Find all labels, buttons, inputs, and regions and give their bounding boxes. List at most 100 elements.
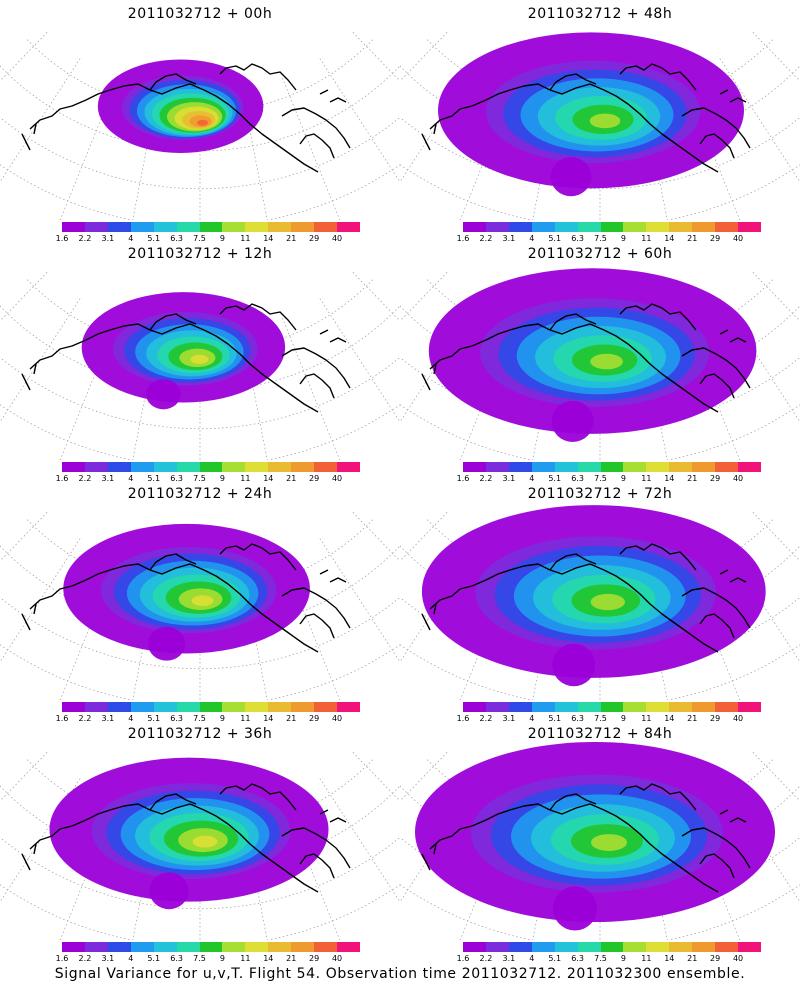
colorbar-label: 5.1 xyxy=(147,234,161,243)
colorbar-swatch xyxy=(84,222,108,232)
variance-contour xyxy=(190,354,209,364)
colorbar-label: 6.3 xyxy=(571,714,584,723)
colorbar-label: 6.3 xyxy=(170,714,183,723)
colorbar-swatch xyxy=(176,942,200,952)
colorbar-label: 3.1 xyxy=(101,234,115,243)
colorbar-swatch xyxy=(199,942,223,952)
map-panel: 2011032712 + 72h 1.6 2.2 3.1 4 5.1 6.3 7.5 9 11 14… xyxy=(400,480,800,723)
colorbar-label: 1.6 xyxy=(55,474,69,483)
coastline xyxy=(699,613,735,639)
colorbar-labels: 1.6 2.2 3.1 4 5.1 6.3 7.5 9 11 14 21 29 40 xyxy=(457,714,761,724)
colorbar-swatch xyxy=(84,702,108,712)
coastline xyxy=(699,373,735,399)
colorbar-label: 11 xyxy=(240,234,251,243)
colorbar-label: 7.5 xyxy=(193,714,206,723)
coastline xyxy=(619,543,697,571)
colorbar-label: 40 xyxy=(732,474,744,483)
variance-contour xyxy=(192,835,218,848)
colorbar-label: 2.2 xyxy=(78,714,92,723)
colorbar-label: 5.1 xyxy=(548,234,562,243)
colorbar-label: 4 xyxy=(128,714,134,723)
coastline xyxy=(429,563,719,653)
colorbar-swatch xyxy=(314,462,338,472)
colorbar-label: 1.6 xyxy=(55,234,69,243)
colorbar-label: 4 xyxy=(529,954,535,963)
colorbar-label: 9 xyxy=(219,714,225,723)
panel-title: 2011032712 + 12h xyxy=(127,246,273,262)
map-panel: 2011032712 + 36h 1.6 2.2 3.1 4 5.1 6.3 7.5 9 11 14… xyxy=(0,720,400,963)
colorbar-swatch xyxy=(646,702,670,712)
variance-map xyxy=(0,32,400,220)
colorbar-swatch xyxy=(84,942,108,952)
coastline xyxy=(699,853,735,879)
coastline xyxy=(429,323,719,413)
figure-caption: Signal Variance for u,v,T. Flight 54. Ob… xyxy=(54,966,746,982)
colorbar xyxy=(62,942,360,952)
colorbar-swatch xyxy=(245,702,269,712)
variance-map xyxy=(400,32,800,220)
colorbar-label: 40 xyxy=(732,714,744,723)
colorbar-label: 7.5 xyxy=(594,714,607,723)
coastline xyxy=(281,827,351,869)
colorbar-swatch xyxy=(130,702,154,712)
colorbar-label: 3.1 xyxy=(502,234,516,243)
variance-contour xyxy=(197,119,209,126)
colorbar-swatch xyxy=(577,942,601,952)
coastline xyxy=(681,107,751,149)
colorbar-swatch xyxy=(669,222,693,232)
colorbar-swatch xyxy=(508,222,532,232)
coastline xyxy=(319,329,347,343)
colorbar-swatch xyxy=(485,222,509,232)
colorbar-swatch xyxy=(314,702,338,712)
colorbar-swatch xyxy=(531,702,555,712)
colorbar-label: 3.1 xyxy=(502,714,516,723)
coastline xyxy=(29,803,319,893)
colorbar-swatch xyxy=(245,942,269,952)
colorbar-swatch xyxy=(337,462,360,472)
colorbar-label: 2.2 xyxy=(78,234,92,243)
colorbar-swatch xyxy=(130,462,154,472)
colorbar-swatch xyxy=(199,702,223,712)
map-panel: 2011032712 + 24h 1.6 2.2 3.1 4 5.1 6.3 7.5 9 11 14… xyxy=(0,480,400,723)
variance-map xyxy=(400,505,800,700)
coastline xyxy=(29,563,319,653)
coastline xyxy=(29,323,319,413)
coastline xyxy=(319,809,347,823)
colorbar-label: 7.5 xyxy=(193,954,206,963)
colorbar-swatch xyxy=(176,702,200,712)
variance-contour xyxy=(590,593,625,611)
colorbar xyxy=(62,462,360,472)
colorbar-label: 6.3 xyxy=(571,954,584,963)
colorbar-swatch xyxy=(337,702,360,712)
colorbar-label: 6.3 xyxy=(170,474,183,483)
colorbar-swatch xyxy=(715,942,739,952)
coastline xyxy=(719,809,747,823)
colorbar-swatch xyxy=(107,942,131,952)
colorbar-swatch xyxy=(485,462,509,472)
colorbar-label: 4 xyxy=(128,234,134,243)
colorbar-label: 11 xyxy=(641,234,652,243)
colorbar-label: 1.6 xyxy=(456,474,470,483)
colorbar-labels: 1.6 2.2 3.1 4 5.1 6.3 7.5 9 11 14 21 29 40 xyxy=(457,954,761,964)
coastline xyxy=(429,803,719,893)
colorbar xyxy=(463,702,761,712)
colorbar-swatch xyxy=(62,222,85,232)
colorbar-label: 11 xyxy=(240,954,251,963)
colorbar-label: 29 xyxy=(710,474,721,483)
colorbar-label: 6.3 xyxy=(170,234,183,243)
colorbar-labels: 1.6 2.2 3.1 4 5.1 6.3 7.5 9 11 14 21 29 40 xyxy=(56,234,360,244)
coastline xyxy=(219,783,297,811)
colorbar-swatch xyxy=(577,222,601,232)
colorbar-swatch xyxy=(130,942,154,952)
colorbar-labels: 1.6 2.2 3.1 4 5.1 6.3 7.5 9 11 14 21 29 40 xyxy=(56,714,360,724)
colorbar-label: 6.3 xyxy=(571,474,584,483)
colorbar-label: 9 xyxy=(620,234,626,243)
colorbar-swatch xyxy=(153,942,177,952)
colorbar-swatch xyxy=(153,702,177,712)
colorbar-label: 6.3 xyxy=(571,234,584,243)
coastline xyxy=(299,613,335,639)
colorbar-label: 11 xyxy=(641,954,652,963)
variance-map xyxy=(400,742,800,940)
coastline xyxy=(149,553,197,571)
